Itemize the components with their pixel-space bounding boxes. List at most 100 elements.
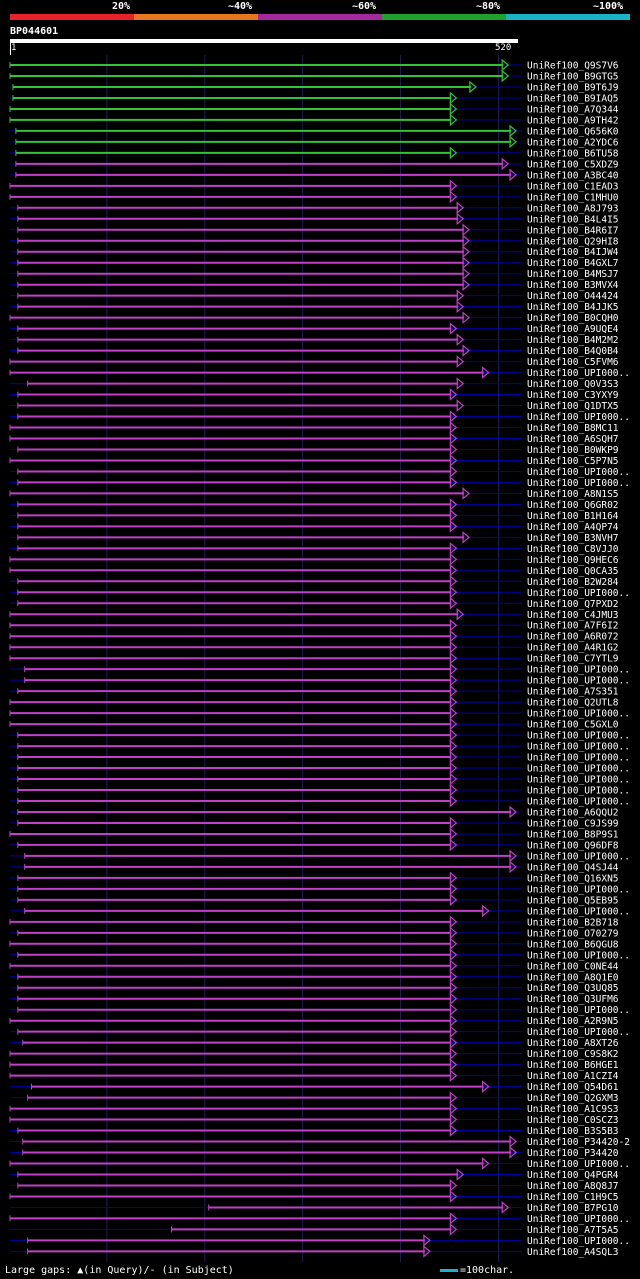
hit-row[interactable]: UniRef100_UPI000.. — [10, 1003, 630, 1017]
hit-row[interactable]: UniRef100_B9IAQ5 — [10, 91, 619, 105]
hit-row[interactable]: UniRef100_B4GXL7 — [10, 256, 619, 270]
hit-row[interactable]: UniRef100_C3YXY9 — [10, 388, 619, 402]
hit-row[interactable]: UniRef100_Q656K0 — [10, 124, 619, 138]
hit-row[interactable]: UniRef100_UPI000.. — [10, 849, 630, 863]
hit-row[interactable]: UniRef100_Q0V3S3 — [10, 377, 619, 391]
hit-row[interactable]: UniRef100_Q1DTX5 — [10, 399, 619, 413]
hit-row[interactable]: UniRef100_UPI000.. — [10, 1234, 630, 1247]
hit-row[interactable]: UniRef100_A7S351 — [10, 684, 619, 698]
hit-row[interactable]: UniRef100_Q16XN5 — [10, 871, 619, 885]
hit-row[interactable]: UniRef100_Q6GR02 — [10, 498, 619, 511]
hit-row[interactable]: UniRef100_B4MSJ7 — [10, 267, 619, 281]
hit-row[interactable]: UniRef100_UPI000.. — [10, 673, 630, 687]
hit-row[interactable]: UniRef100_A7Q344 — [9, 102, 619, 116]
hit-row[interactable]: UniRef100_A6QQU2 — [10, 805, 619, 819]
hit-row[interactable]: UniRef100_C5XDZ9 — [10, 157, 619, 171]
hit-row[interactable]: UniRef100_UPI000.. — [10, 410, 630, 424]
hit-row[interactable]: UniRef100_P34420 — [10, 1146, 619, 1160]
hit-row[interactable]: UniRef100_UPI000.. — [10, 585, 630, 599]
hit-row[interactable]: UniRef100_A8J793 — [10, 201, 619, 215]
hit-row[interactable]: UniRef100_B4JJK5 — [10, 300, 619, 314]
hit-row[interactable]: UniRef100_A9UQE4 — [10, 322, 619, 336]
hit-row[interactable]: UniRef100_UPI000.. — [10, 465, 630, 478]
hit-row[interactable]: UniRef100_B6QGU8 — [9, 937, 619, 951]
hit-row[interactable]: UniRef100_B4L4I5 — [10, 212, 619, 226]
hit-row[interactable]: UniRef100_C9S8K2 — [9, 1047, 619, 1061]
hit-row[interactable]: UniRef100_C0SCZ3 — [9, 1113, 619, 1127]
hit-row[interactable]: UniRef100_Q3UQ85 — [10, 981, 619, 995]
hit-row[interactable]: UniRef100_UPI000.. — [10, 1025, 630, 1039]
hit-row[interactable]: UniRef100_Q29HI8 — [10, 234, 619, 248]
hit-row[interactable]: UniRef100_B0CQH0 — [9, 311, 619, 325]
hit-row[interactable]: UniRef100_UPI000.. — [10, 772, 630, 786]
hit-row[interactable]: UniRef100_B2B718 — [9, 915, 619, 929]
hit-row[interactable]: UniRef100_A3BC40 — [10, 168, 619, 182]
hit-row[interactable]: UniRef100_A8XT26 — [10, 1036, 619, 1050]
hit-row[interactable]: UniRef100_A6SQH7 — [9, 432, 619, 445]
hit-row[interactable]: UniRef100_B9T6J9 — [10, 80, 619, 94]
hit-row[interactable]: UniRef100_A2R9N5 — [9, 1014, 619, 1027]
hit-row[interactable]: UniRef100_A8Q8J7 — [10, 1179, 619, 1192]
hit-row[interactable]: UniRef100_Q7PXD2 — [10, 596, 619, 610]
hit-row[interactable]: UniRef100_A8Q1E0 — [10, 970, 619, 984]
hit-row[interactable]: UniRef100_UPI000.. — [10, 904, 630, 918]
hit-row[interactable]: UniRef100_B3NVH7 — [10, 531, 619, 544]
hit-row[interactable]: UniRef100_Q9HEC6 — [9, 553, 619, 566]
hit-row[interactable]: UniRef100_Q0CA35 — [9, 564, 619, 577]
hit-row[interactable]: UniRef100_C8VJJ0 — [10, 542, 619, 555]
hit-row[interactable]: UniRef100_O44424 — [10, 289, 619, 303]
hit-row[interactable]: UniRef100_Q2GXM3 — [10, 1091, 619, 1105]
hit-row[interactable]: UniRef100_C0NE44 — [9, 959, 619, 973]
hit-row[interactable]: UniRef100_UPI000.. — [10, 728, 630, 742]
hit-row[interactable]: UniRef100_O70279 — [10, 926, 619, 940]
hit-row[interactable]: UniRef100_UPI000.. — [10, 783, 630, 797]
hit-row[interactable]: UniRef100_B7PG10 — [10, 1201, 619, 1214]
hit-row[interactable]: UniRef100_A2YDC6 — [10, 135, 619, 149]
hit-row[interactable]: UniRef100_A1CZI4 — [9, 1069, 619, 1083]
hit-row[interactable]: UniRef100_B4M2M2 — [10, 333, 619, 347]
hit-row[interactable]: UniRef100_B0WKP9 — [10, 443, 619, 456]
hit-row[interactable]: UniRef100_A4SQL3 — [10, 1245, 619, 1258]
hit-row[interactable]: UniRef100_C5GXL0 — [9, 717, 619, 731]
hit-row[interactable]: UniRef100_P34420-2 — [10, 1135, 630, 1149]
hit-row[interactable]: UniRef100_UPI000.. — [10, 662, 630, 676]
hit-row[interactable]: UniRef100_UPI000.. — [10, 882, 630, 896]
hit-row[interactable]: UniRef100_UPI000.. — [9, 1212, 630, 1225]
hit-row[interactable]: UniRef100_B4Q0B4 — [10, 344, 619, 358]
hit-row[interactable]: UniRef100_Q2UTL8 — [9, 695, 619, 709]
hit-row[interactable]: UniRef100_UPI000.. — [9, 1157, 630, 1171]
hit-row[interactable]: UniRef100_B9GTG5 — [9, 69, 619, 83]
hit-row[interactable]: UniRef100_Q3UFM6 — [10, 992, 619, 1006]
hit-row[interactable]: UniRef100_C4JMU3 — [9, 607, 619, 621]
hit-row[interactable]: UniRef100_A4QP74 — [10, 520, 619, 533]
hit-row[interactable]: UniRef100_UPI000.. — [10, 794, 630, 808]
hit-row[interactable]: UniRef100_B2W284 — [10, 575, 619, 588]
hit-row[interactable]: UniRef100_A7F6I2 — [9, 618, 619, 632]
hit-row[interactable]: UniRef100_Q54D61 — [10, 1080, 619, 1094]
hit-row[interactable]: UniRef100_UPI000.. — [10, 750, 630, 764]
hit-row[interactable]: UniRef100_B3MVX4 — [10, 278, 619, 292]
hit-row[interactable]: UniRef100_B6TU58 — [10, 146, 619, 160]
hit-row[interactable]: UniRef100_C9JS99 — [10, 816, 619, 830]
hit-row[interactable]: UniRef100_Q9S7V6 — [9, 58, 619, 72]
hit-row[interactable]: UniRef100_UPI000.. — [10, 761, 630, 775]
hit-row[interactable]: UniRef100_A9TH42 — [9, 113, 619, 127]
hit-row[interactable]: UniRef100_A6R072 — [9, 629, 619, 643]
hit-row[interactable]: UniRef100_C1EAD3 — [9, 179, 619, 193]
hit-row[interactable]: UniRef100_A7T5A5 — [10, 1223, 619, 1236]
hit-row[interactable]: UniRef100_B4R6I7 — [10, 223, 619, 237]
hit-row[interactable]: UniRef100_UPI000.. — [10, 739, 630, 753]
hit-row[interactable]: UniRef100_UPI000.. — [9, 706, 630, 720]
hit-row[interactable]: UniRef100_A4R1G2 — [9, 640, 619, 654]
hit-row[interactable]: UniRef100_UPI000.. — [10, 948, 630, 962]
hit-row[interactable]: UniRef100_UPI000.. — [10, 476, 630, 489]
hit-row[interactable]: UniRef100_C5FVM6 — [9, 355, 619, 369]
hit-row[interactable]: UniRef100_B8MC11 — [9, 421, 619, 435]
hit-row[interactable]: UniRef100_C7YTL9 — [9, 651, 619, 665]
hit-row[interactable]: UniRef100_B8P9S1 — [9, 827, 619, 841]
hit-row[interactable]: UniRef100_Q4SJ44 — [10, 860, 619, 874]
hit-row[interactable]: UniRef100_B4IJW4 — [10, 245, 619, 259]
hit-row[interactable]: UniRef100_UPI000.. — [9, 366, 630, 380]
hit-row[interactable]: UniRef100_Q4PGR4 — [10, 1168, 619, 1181]
hit-row[interactable]: UniRef100_C5P7N5 — [9, 454, 619, 467]
